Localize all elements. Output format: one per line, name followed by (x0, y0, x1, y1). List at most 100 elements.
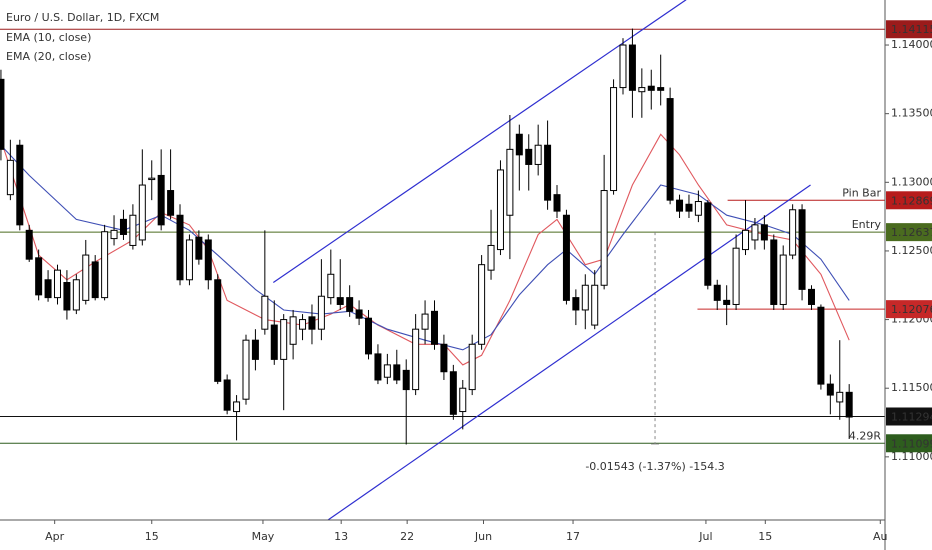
price-box (886, 434, 932, 453)
x-tick-label: Jul (698, 530, 712, 543)
x-tick-label: Apr (45, 530, 65, 543)
candle-body (638, 87, 646, 93)
candle-body (289, 316, 297, 345)
x-tick-label: Au (873, 530, 888, 543)
x-tick-label: 15 (758, 530, 772, 543)
candle-body (242, 339, 250, 400)
candle-body (157, 174, 165, 226)
candle-body (63, 282, 71, 311)
candle-body (393, 364, 401, 381)
candle-body (591, 284, 599, 326)
legend-entry: EMA (10, close) (6, 31, 91, 44)
candle-body (82, 254, 90, 301)
price-box (886, 191, 932, 210)
candle-body (0, 78, 5, 150)
candle-body (119, 218, 127, 235)
x-tick-label: 22 (400, 530, 414, 543)
legend-entry: EMA (20, close) (6, 50, 91, 63)
candle-body (412, 328, 420, 391)
candle-body (261, 295, 269, 330)
candle-body (836, 391, 844, 403)
candle-body (704, 202, 712, 286)
candle-body (562, 214, 570, 301)
candle-body (91, 261, 99, 299)
candle-body (421, 313, 429, 330)
candle-body (544, 144, 552, 201)
candle-body (619, 44, 627, 89)
candle-body (430, 310, 438, 345)
candle-body (657, 87, 665, 91)
candle-body (770, 239, 778, 305)
level-text: Entry (852, 218, 882, 231)
price-box-label: 1.12869 (891, 194, 932, 207)
channel-line (272, 0, 687, 284)
candle-body (308, 316, 316, 330)
candle-body (195, 236, 203, 260)
candle-body (506, 148, 514, 216)
candle-body (299, 319, 307, 330)
candle-body (25, 229, 33, 260)
candle-body (374, 353, 382, 381)
candle-body (807, 288, 815, 305)
candle-body (694, 201, 702, 216)
chart-title: Euro / U.S. Dollar, 1D, FXCM (6, 11, 159, 24)
candle-body (270, 324, 278, 360)
level-text: 4.29R (849, 429, 881, 442)
candle-body (148, 177, 156, 181)
price-box (886, 300, 932, 319)
price-box (886, 223, 932, 242)
candle-body (185, 239, 193, 281)
candle-body (647, 85, 655, 91)
ema-line (0, 144, 850, 351)
candle-body (496, 169, 504, 251)
candle-body (110, 229, 118, 240)
candle-body (204, 239, 212, 281)
y-tick-label: 1.14000 (891, 38, 932, 51)
candle-body (35, 257, 43, 296)
candle-body (251, 339, 259, 360)
candle-body (487, 244, 495, 271)
candle-body (572, 297, 580, 311)
y-tick-label: 1.12500 (891, 244, 932, 257)
candle-body (713, 284, 721, 301)
candle-body (798, 209, 806, 290)
candle-body (742, 229, 750, 251)
candle-body (233, 401, 241, 413)
candle-body (459, 387, 467, 413)
x-tick-label: 13 (334, 530, 348, 543)
candle-body (732, 247, 740, 305)
x-tick-label: Jun (474, 530, 492, 543)
candle-body (723, 299, 731, 305)
y-tick-label: 1.11000 (891, 450, 932, 463)
candle-body (534, 144, 542, 165)
candle-body (101, 231, 109, 299)
ema-line (0, 133, 850, 366)
x-tick-label: May (252, 530, 275, 543)
candle-body (129, 214, 137, 246)
candle-body (138, 184, 146, 241)
candle-body (515, 133, 523, 156)
price-box-label: 1.12637 (891, 226, 932, 239)
candle-body (346, 297, 354, 312)
x-tick-label: 15 (145, 530, 159, 543)
candle-body (402, 369, 410, 391)
candle-body (336, 297, 344, 305)
candle-body (760, 224, 768, 241)
candle-body (280, 319, 288, 360)
candle-body (666, 98, 674, 201)
candle-body (525, 148, 533, 165)
candle-body (327, 273, 335, 299)
candle-body (6, 159, 14, 196)
candle-body (72, 279, 80, 311)
price-box-label: 1.14115 (891, 23, 932, 36)
candle-body (779, 254, 787, 305)
price-box-label: 1.11294 (891, 410, 932, 423)
candle-body (214, 279, 222, 382)
candle-body (383, 364, 391, 378)
candle-body (600, 190, 608, 286)
candle-body (53, 269, 61, 299)
candle-body (16, 144, 24, 226)
candle-body (553, 194, 561, 212)
